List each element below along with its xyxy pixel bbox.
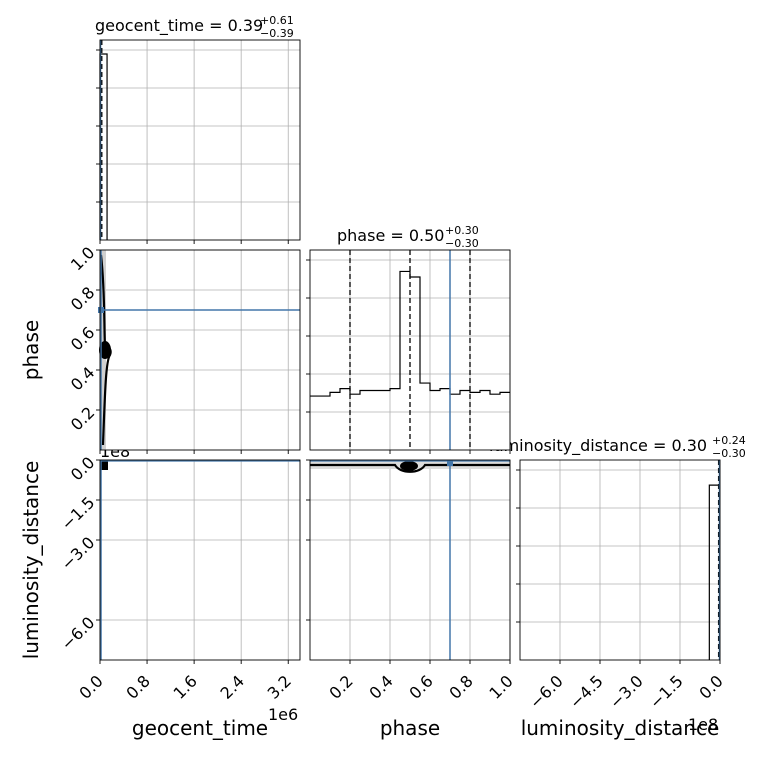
x-tick-label-luminosity_distance_x-0: −6.0 xyxy=(526,671,567,712)
y-tick-label-phase_y-0: 0.2 xyxy=(67,403,98,434)
luminosity-distance-title-sub: −0.30 xyxy=(712,447,746,460)
x-tick-label-geocent_time_x-2: 1.6 xyxy=(170,671,201,702)
phase-title-sub: −0.30 xyxy=(445,237,479,250)
luminosity-distance-x-offset: 1e8 xyxy=(688,715,718,734)
x-axis-label-phase: phase xyxy=(380,716,440,740)
y-tick-label-phase_y-2: 0.6 xyxy=(67,323,98,354)
y-tick-label-phase_y-3: 0.8 xyxy=(67,283,98,314)
geocent-time-title: geocent_time = 0.39 xyxy=(95,16,263,36)
x-tick-label-geocent_time_x-4: 3.2 xyxy=(264,671,295,702)
panel-bg-1-0 xyxy=(100,250,300,450)
x-tick-label-phase_x-2: 0.6 xyxy=(405,671,436,702)
geocent-time-title-sup: +0.61 xyxy=(260,14,294,27)
density-peak-lumdist-phase xyxy=(400,461,418,471)
x-tick-label-luminosity_distance_x-2: −3.0 xyxy=(606,671,647,712)
panel-bg-2-2 xyxy=(520,460,720,660)
x-tick-label-phase_x-1: 0.4 xyxy=(365,671,396,702)
x-axis-label-geocent-time: geocent_time xyxy=(132,716,268,740)
x-tick-label-phase_x-3: 0.8 xyxy=(445,671,476,702)
y-tick-label-luminosity_distance_y-1: −3.0 xyxy=(57,533,98,574)
luminosity-distance-title-sup: +0.24 xyxy=(712,434,746,447)
density-peak-lumdist-geocent xyxy=(100,460,108,470)
y-axis-label-phase: phase xyxy=(19,320,43,380)
panel-frame-1-1 xyxy=(309,249,511,451)
x-tick-label-luminosity_distance_x-3: −1.5 xyxy=(646,671,687,712)
phase-title: phase = 0.50 xyxy=(337,226,444,245)
geocent-time-title-sub: −0.39 xyxy=(260,27,294,40)
y-tick-label-luminosity_distance_y-2: −1.5 xyxy=(57,493,98,534)
panel-frame-0-0 xyxy=(99,39,301,241)
panel-frame-2-0 xyxy=(99,459,301,661)
contour-lumdist-phase xyxy=(310,463,510,473)
panel-bg-2-0 xyxy=(100,460,300,660)
x-tick-label-geocent_time_x-1: 0.8 xyxy=(122,671,153,702)
panel-bg-0-0 xyxy=(100,40,300,240)
x-tick-label-luminosity_distance_x-1: −4.5 xyxy=(566,671,607,712)
panel-frame-2-2 xyxy=(519,459,721,661)
x-tick-label-phase_x-0: 0.2 xyxy=(325,671,356,702)
y-tick-label-luminosity_distance_y-0: −6.0 xyxy=(57,613,98,654)
truth-marker-phase-geocent xyxy=(98,307,104,313)
y-axis-label-luminosity-distance: luminosity_distance xyxy=(19,461,43,660)
truth-marker-lumdist-phase xyxy=(447,460,453,466)
y-tick-label-luminosity_distance_y-3: 0.0 xyxy=(67,453,98,484)
panel-bg-2-1 xyxy=(310,460,510,660)
panel-frame-1-0 xyxy=(99,249,301,451)
x-tick-label-geocent_time_x-0: 0.0 xyxy=(75,671,106,702)
phase-title-sup: +0.30 xyxy=(445,224,479,237)
x-tick-label-phase_x-4: 1.0 xyxy=(485,671,516,702)
x-axis-label-luminosity-distance: luminosity_distance xyxy=(521,716,720,740)
y-tick-label-phase_y-1: 0.4 xyxy=(67,363,98,394)
panel-frame-2-1 xyxy=(309,459,511,661)
geocent-time-offset: 1e6 xyxy=(268,705,298,724)
luminosity-distance-title: luminosity_distance = 0.30 xyxy=(489,436,707,456)
y-tick-label-phase_y-4: 1.0 xyxy=(67,243,98,274)
x-tick-label-luminosity_distance_x-4: 0.0 xyxy=(695,671,726,702)
histogram-luminosity-distance xyxy=(708,484,720,660)
density-peak-phase-geocent xyxy=(99,341,111,359)
x-tick-label-geocent_time_x-3: 2.4 xyxy=(217,671,248,702)
